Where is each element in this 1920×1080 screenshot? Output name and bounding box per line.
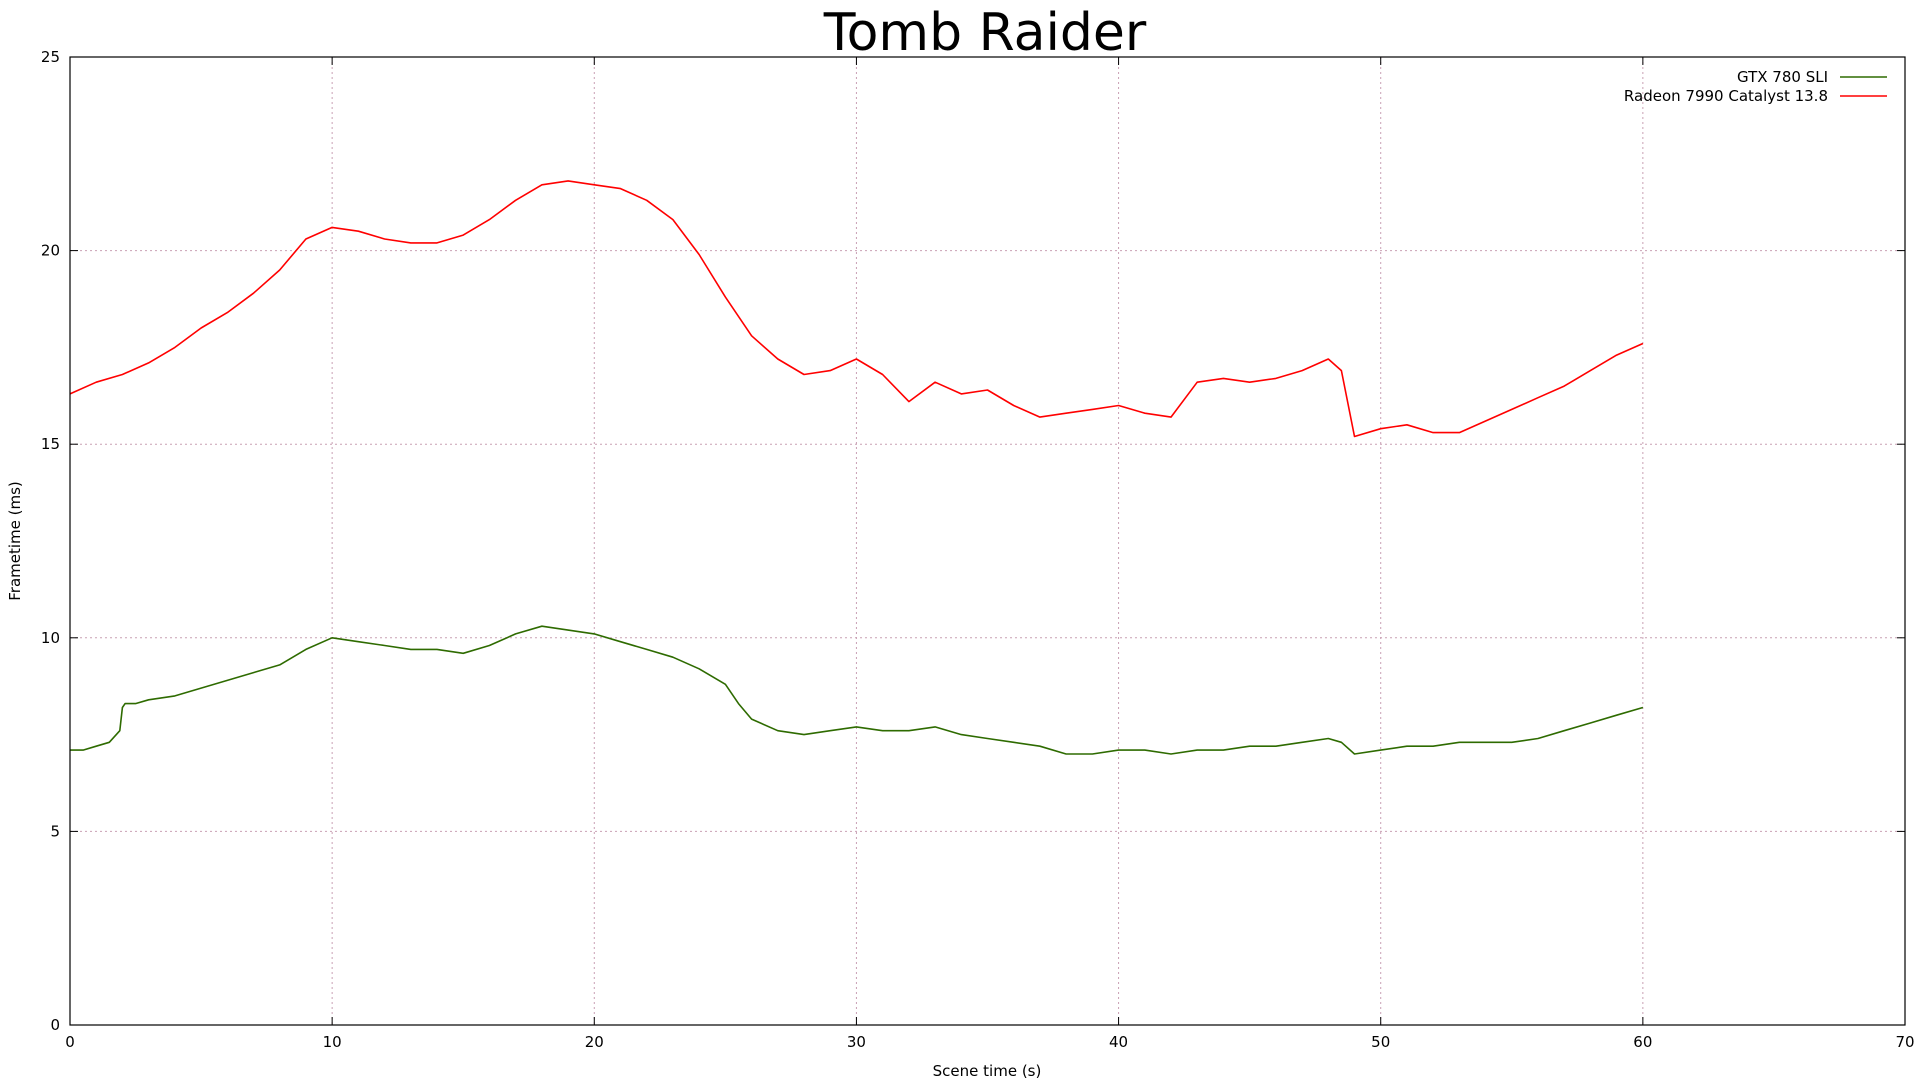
y-tick-label: 20 <box>41 242 60 260</box>
x-tick-label: 30 <box>847 1033 866 1051</box>
plot-series <box>69 180 1644 755</box>
x-tick-label: 0 <box>65 1033 75 1051</box>
x-tick-label: 40 <box>1109 1033 1128 1051</box>
x-tick-label: 20 <box>585 1033 604 1051</box>
series-line-0 <box>70 625 1644 755</box>
axis-ticks: 0 10 20 30 40 50 60 70 0 5 10 15 20 25 <box>41 48 1915 1051</box>
x-tick-label: 60 <box>1633 1033 1652 1051</box>
legend: GTX 780 SLI Radeon 7990 Catalyst 13.8 <box>1624 68 1887 105</box>
y-tick-label: 5 <box>50 822 60 840</box>
y-tick-label: 25 <box>41 48 60 66</box>
y-tick-label: 15 <box>41 435 60 453</box>
plot-frame <box>69 56 1906 1026</box>
x-tick-label: 10 <box>323 1033 342 1051</box>
x-tick-label: 50 <box>1371 1033 1390 1051</box>
y-tick-label: 0 <box>50 1016 60 1034</box>
y-tick-label: 10 <box>41 629 60 647</box>
series-line-1 <box>69 180 1644 438</box>
legend-label-radeon: Radeon 7990 Catalyst 13.8 <box>1624 87 1828 105</box>
x-tick-label: 70 <box>1895 1033 1914 1051</box>
x-axis-label: Scene time (s) <box>933 1062 1042 1080</box>
grid <box>70 57 1905 1025</box>
y-axis-label: Frametime (ms) <box>6 481 24 601</box>
legend-label-gtx: GTX 780 SLI <box>1737 68 1828 86</box>
chart-title: Tomb Raider <box>823 3 1147 63</box>
